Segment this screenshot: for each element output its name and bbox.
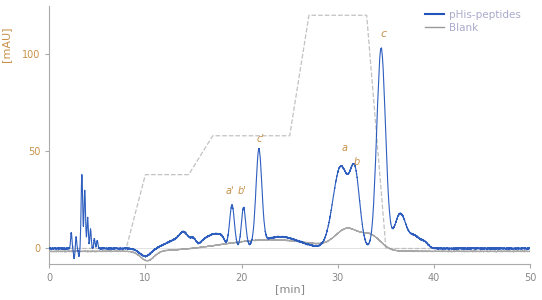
Text: a: a	[341, 143, 347, 153]
X-axis label: [min]: [min]	[275, 284, 305, 294]
Text: a': a'	[225, 186, 234, 196]
Text: c': c'	[257, 134, 265, 143]
Text: b': b'	[238, 186, 247, 196]
Text: c: c	[381, 28, 387, 39]
Text: b: b	[354, 157, 360, 167]
Y-axis label: [mAU]: [mAU]	[1, 27, 11, 62]
Legend: pHis-peptides, Blank: pHis-peptides, Blank	[421, 6, 525, 37]
